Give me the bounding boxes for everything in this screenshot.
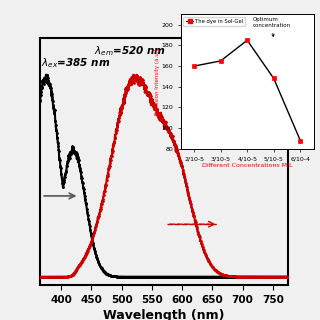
- Legend: The dye in Sol-Gel: The dye in Sol-Gel: [183, 17, 245, 26]
- Text: Optimum
concentration: Optimum concentration: [252, 17, 291, 36]
- Text: $\lambda_{em}$=520 nm: $\lambda_{em}$=520 nm: [94, 44, 166, 58]
- Text: $\lambda_{ex}$=385 nm: $\lambda_{ex}$=385 nm: [41, 57, 110, 70]
- Y-axis label: Emission Intensity (a.u.): Emission Intensity (a.u.): [155, 48, 160, 115]
- X-axis label: Wavelength (nm): Wavelength (nm): [103, 309, 225, 320]
- X-axis label: Different Concentrations M/L: Different Concentrations M/L: [202, 163, 292, 168]
